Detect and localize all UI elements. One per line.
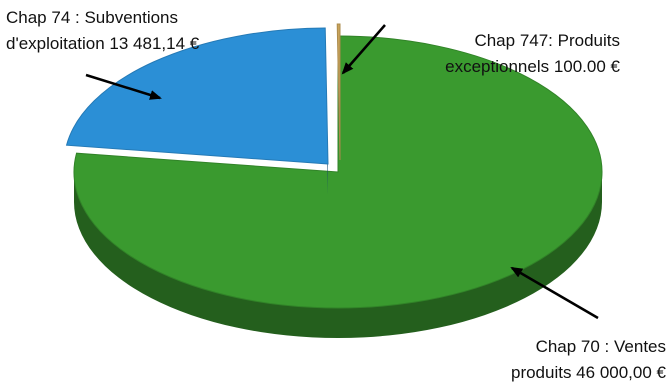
slice-label-chap74: Chap 74 : Subventions d'exploitation 13 … [6, 5, 199, 57]
pie-slice-side [74, 172, 602, 338]
pie-slice-top [336, 23, 341, 161]
slice-label-chap747-line1: Chap 747: Produits [474, 31, 620, 50]
pie-slice-chap747 [336, 23, 341, 161]
slice-label-chap747-line2: exceptionnels 100.00 € [445, 57, 620, 76]
slice-label-chap74-line1: Chap 74 : Subventions [6, 8, 179, 27]
pie-slice-chap74 [65, 27, 329, 194]
arrow-chap747 [341, 24, 386, 75]
arrow-chap74 [85, 73, 162, 100]
slice-label-chap747: Chap 747: Produits exceptionnels 100.00 … [445, 28, 620, 80]
pie-slice-top [65, 27, 329, 165]
arrow-chap70 [510, 266, 599, 320]
slice-label-chap70-line1: Chap 70 : Ventes [535, 337, 666, 356]
slice-label-chap70-line2: produits 46 000,00 € [510, 363, 666, 382]
slice-label-chap74-line2: d'exploitation 13 481,14 € [6, 34, 200, 53]
slice-label-chap70: Chap 70 : Ventes produits 46 000,00 € [511, 334, 666, 386]
